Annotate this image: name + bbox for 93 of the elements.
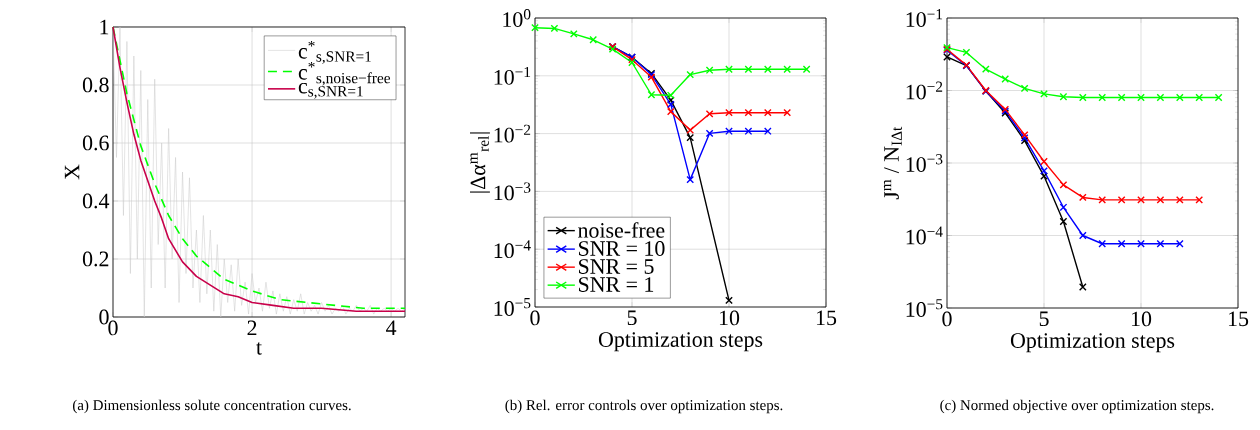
point bbox=[1059, 203, 1068, 212]
point bbox=[1059, 92, 1068, 101]
x-axis-title: Optimization steps bbox=[598, 332, 763, 352]
y-tick-label: 0.6 bbox=[82, 135, 109, 151]
point bbox=[686, 175, 695, 184]
point bbox=[763, 65, 772, 74]
point bbox=[744, 127, 753, 136]
point bbox=[531, 23, 539, 32]
y-tick-label: 0.2 bbox=[82, 251, 109, 267]
y-axis-title: J$^{m}$ / N$_{IΔt}$ bbox=[883, 126, 902, 200]
point bbox=[1078, 231, 1087, 240]
point bbox=[1098, 196, 1107, 204]
point bbox=[686, 126, 695, 134]
point bbox=[1214, 93, 1223, 102]
point bbox=[725, 127, 733, 136]
y-tick-label: 10$^{0}$ bbox=[503, 9, 531, 27]
y-axis-title: |Δα$^{m}$$_{rel}$| bbox=[469, 132, 490, 193]
point bbox=[1040, 89, 1048, 98]
y-tick-label: 10$^{−2}$ bbox=[906, 81, 943, 100]
point bbox=[647, 90, 656, 99]
y-tick-label: 10$^{−5}$ bbox=[906, 299, 943, 317]
point bbox=[1117, 239, 1126, 248]
x-tick-label: 4 bbox=[386, 320, 397, 335]
y-tick-label: 10$^{−4}$ bbox=[906, 226, 943, 245]
text: (a) Dimensionless solute concentration curves. bbox=[73, 399, 351, 414]
point bbox=[1156, 196, 1165, 204]
point bbox=[1137, 239, 1145, 248]
x-tick-label: 2 bbox=[247, 320, 257, 336]
point bbox=[705, 109, 714, 118]
point bbox=[1156, 239, 1165, 248]
point bbox=[1175, 196, 1184, 204]
point bbox=[589, 35, 598, 44]
point bbox=[744, 65, 753, 74]
point bbox=[1195, 93, 1204, 102]
point bbox=[569, 30, 578, 38]
point bbox=[686, 133, 695, 142]
x-tick-label: 5 bbox=[1039, 311, 1049, 327]
y-tick-label: 10$^{−5}$ bbox=[494, 298, 531, 316]
y-tick-label: 10$^{−4}$ bbox=[494, 240, 531, 259]
text: (c) Normed objective over optimization steps. bbox=[940, 399, 1214, 414]
legend-label: SNR = 5 bbox=[578, 259, 654, 274]
point bbox=[1078, 283, 1087, 291]
point bbox=[1020, 84, 1029, 93]
y-tick-label: 0.8 bbox=[82, 77, 109, 93]
point bbox=[550, 24, 559, 33]
point bbox=[802, 65, 811, 74]
point bbox=[962, 48, 971, 57]
y-axis-title: X bbox=[64, 164, 80, 180]
point bbox=[1117, 93, 1126, 102]
point bbox=[666, 100, 675, 109]
x-tick-label: 10 bbox=[1131, 311, 1152, 327]
point bbox=[1117, 196, 1126, 204]
x-tick-label: 10 bbox=[719, 310, 740, 326]
point bbox=[1175, 93, 1184, 102]
x-axis-title: Optimization steps bbox=[1010, 333, 1175, 353]
point bbox=[1001, 75, 1010, 83]
point bbox=[1040, 166, 1048, 175]
y-tick-label: 10$^{−1}$ bbox=[906, 9, 943, 27]
text: (b) Rel. error controls over optimization steps. bbox=[505, 399, 783, 414]
legend-label: SNR = 1 bbox=[578, 277, 654, 292]
point bbox=[981, 65, 990, 74]
point bbox=[1098, 93, 1107, 102]
point bbox=[705, 129, 714, 138]
x-tick-label: 5 bbox=[627, 310, 637, 326]
x-tick-label: 15 bbox=[816, 310, 837, 326]
point bbox=[1156, 93, 1165, 102]
point bbox=[783, 108, 792, 117]
point bbox=[1078, 193, 1087, 202]
y-tick-label: 0.4 bbox=[82, 193, 110, 209]
legend-label: noise-free bbox=[578, 222, 665, 238]
point bbox=[1175, 239, 1184, 248]
point bbox=[686, 70, 695, 79]
point bbox=[1059, 217, 1068, 226]
y-tick-label: 10$^{−1}$ bbox=[494, 66, 531, 85]
point bbox=[744, 108, 753, 117]
x-tick-label: 15 bbox=[1228, 311, 1249, 327]
point bbox=[1078, 93, 1087, 102]
point bbox=[705, 66, 714, 75]
legend-label: SNR = 10 bbox=[578, 241, 665, 256]
point bbox=[1098, 239, 1107, 248]
point bbox=[725, 65, 733, 74]
point bbox=[763, 108, 772, 117]
x-axis-title: t bbox=[256, 342, 262, 355]
y-tick-label: 10$^{−2}$ bbox=[494, 124, 531, 143]
point bbox=[1137, 196, 1145, 204]
y-tick-label: 10$^{−3}$ bbox=[494, 182, 531, 201]
y-tick-label: 1 bbox=[100, 19, 109, 35]
point bbox=[666, 91, 675, 100]
point bbox=[1059, 180, 1068, 189]
y-tick-label: 10$^{−3}$ bbox=[906, 154, 943, 172]
point bbox=[666, 107, 675, 116]
point bbox=[1195, 196, 1204, 204]
point bbox=[725, 108, 733, 117]
